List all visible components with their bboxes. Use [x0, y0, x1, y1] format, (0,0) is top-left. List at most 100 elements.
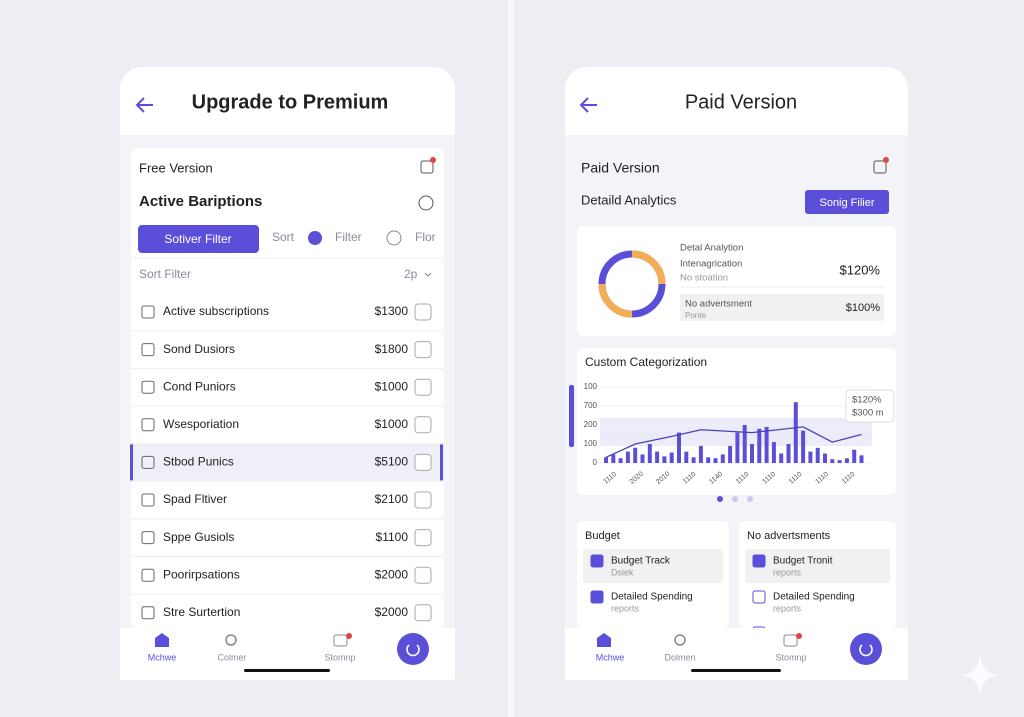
row-label[interactable]: Active subscriptions — [163, 304, 269, 318]
bar — [801, 430, 806, 463]
option[interactable]: Sort — [272, 230, 295, 244]
checkbox[interactable] — [414, 378, 432, 396]
nav-label[interactable]: Stomnp — [775, 652, 806, 662]
option[interactable]: Flor — [415, 230, 436, 244]
bar — [764, 426, 769, 463]
y-tick-label: 100 — [584, 382, 598, 391]
row-icon — [141, 455, 155, 469]
y-tick-label: 200 — [584, 420, 598, 429]
bar — [625, 451, 630, 463]
item-title[interactable]: Budget Tronit — [773, 556, 833, 567]
bar — [735, 432, 740, 463]
radio[interactable] — [386, 230, 402, 246]
card-title: Free Version — [139, 160, 213, 175]
button-label: Sotiver Filter — [164, 232, 231, 246]
icon — [406, 644, 420, 657]
icon[interactable] — [873, 160, 887, 174]
filter-button[interactable] — [805, 190, 889, 214]
donut-segment — [598, 283, 633, 318]
home-icon[interactable] — [155, 633, 169, 647]
row-price: $2000 — [375, 605, 409, 619]
item-icon — [590, 590, 604, 604]
badge — [346, 633, 352, 639]
checkbox[interactable] — [414, 341, 432, 359]
checkbox[interactable] — [414, 303, 432, 321]
icon[interactable] — [418, 195, 434, 211]
action-button[interactable] — [397, 633, 429, 665]
filter-button[interactable] — [138, 225, 259, 253]
back-button[interactable] — [135, 97, 153, 113]
row-label[interactable]: Spad Fltiver — [163, 492, 227, 506]
bar — [808, 451, 813, 463]
item-title[interactable]: Detailed Spending — [773, 592, 855, 603]
checkbox[interactable] — [414, 453, 432, 471]
row-price: $1000 — [375, 379, 409, 393]
bar — [618, 458, 623, 463]
checkbox[interactable] — [414, 529, 432, 547]
button-label: Sonig Filier — [819, 197, 874, 209]
bar — [793, 402, 798, 463]
row-icon — [141, 606, 155, 620]
item-icon — [590, 554, 604, 568]
row-price: $2000 — [375, 567, 409, 581]
item-title[interactable]: Budget Track — [611, 556, 671, 567]
row-icon — [141, 418, 155, 432]
action-button[interactable] — [850, 633, 882, 665]
item-title[interactable]: Detailed Spending — [611, 592, 693, 603]
nav-label[interactable]: Mchwe — [148, 652, 177, 662]
bar — [771, 442, 776, 463]
sort-value[interactable]: 2p — [404, 267, 418, 281]
bar — [647, 444, 652, 463]
checkbox[interactable] — [414, 604, 432, 622]
row-label[interactable]: Cond Puniors — [163, 379, 236, 393]
page-dot[interactable] — [717, 496, 723, 502]
row-label[interactable]: Stre Surtertion — [163, 605, 240, 619]
checkbox[interactable] — [414, 416, 432, 434]
selected-row — [131, 444, 444, 481]
title: Upgrade to Premium — [192, 91, 389, 113]
home-icon[interactable] — [597, 633, 611, 647]
search-icon[interactable] — [225, 634, 237, 646]
nav-label[interactable]: Stomnp — [324, 652, 355, 662]
page-dot[interactable] — [732, 496, 738, 502]
row-title: No advertsment — [685, 299, 752, 310]
analytics-row — [680, 294, 884, 321]
row-label[interactable]: Sond Dusiors — [163, 342, 235, 356]
row-label[interactable]: Sppe Gusiols — [163, 530, 234, 544]
row-label[interactable]: Stbod Punics — [163, 455, 234, 469]
bar — [611, 454, 616, 463]
chart-title: Custom Categorization — [585, 355, 707, 369]
nav-label[interactable]: Mchwe — [596, 652, 625, 662]
bar — [706, 457, 711, 463]
back-button[interactable] — [579, 97, 597, 113]
radio[interactable] — [308, 231, 322, 245]
bar — [728, 445, 733, 463]
row-icon — [141, 305, 155, 319]
row-label[interactable]: Wsesporiation — [163, 417, 239, 431]
analytics-line: Intenagrication — [680, 259, 742, 270]
nav-label[interactable]: Dolmen — [664, 652, 695, 662]
page-dot[interactable] — [747, 496, 753, 502]
bar — [720, 454, 725, 463]
search-icon[interactable] — [674, 634, 686, 646]
row-label[interactable]: Poorirpsations — [163, 567, 240, 581]
row-value: $100% — [846, 302, 880, 314]
checkbox[interactable] — [414, 491, 432, 509]
icon[interactable] — [783, 634, 798, 647]
icon[interactable] — [333, 634, 348, 647]
rows: Active subscriptions $1300 Sond Dusiors $18… — [130, 303, 444, 633]
trend-line — [605, 426, 862, 458]
sparkle — [962, 655, 998, 695]
icon — [859, 644, 873, 657]
analytics-line: No stoation — [680, 273, 728, 284]
checkbox[interactable] — [414, 566, 432, 584]
selected-marker — [440, 444, 443, 481]
item-bg — [583, 549, 723, 583]
sort-label: Sort Filter — [139, 267, 191, 281]
badge — [883, 157, 889, 163]
nav-label[interactable]: Colmer — [217, 652, 246, 662]
option[interactable]: Filter — [335, 230, 362, 244]
bar — [823, 453, 827, 463]
icon[interactable] — [420, 160, 434, 174]
